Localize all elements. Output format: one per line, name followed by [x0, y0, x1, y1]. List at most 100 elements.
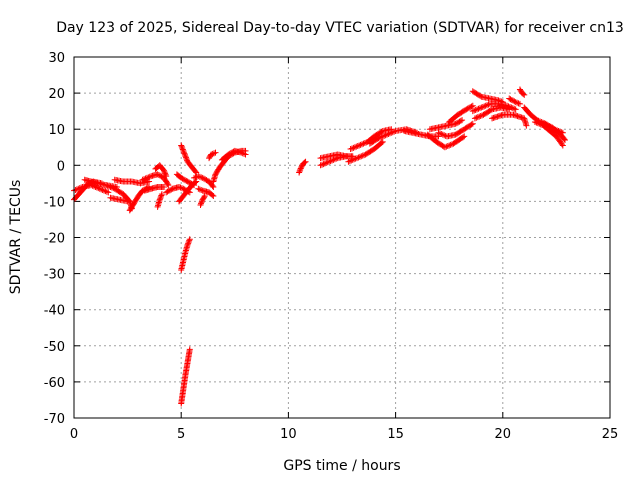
data-point: [226, 150, 233, 157]
data-point: [375, 135, 382, 142]
data-point: [162, 170, 169, 177]
data-point: [99, 186, 106, 193]
data-point: [544, 122, 551, 129]
data-point: [473, 114, 480, 121]
data-point: [73, 186, 80, 193]
data-point: [107, 183, 114, 190]
data-point: [361, 140, 368, 147]
data-point: [506, 103, 513, 110]
data-point: [461, 133, 468, 140]
data-point: [512, 106, 519, 113]
data-point: [209, 182, 216, 189]
data-point: [474, 106, 481, 113]
data-point: [446, 142, 453, 149]
data-point: [178, 174, 185, 181]
data-point: [158, 192, 165, 199]
plot-frame: [73, 56, 611, 419]
data-point: [351, 156, 358, 163]
data-point: [355, 154, 362, 161]
y-tick-label: -50: [44, 340, 65, 355]
data-point: [378, 134, 385, 141]
data-point: [453, 120, 460, 127]
data-point: [110, 185, 117, 192]
data-point: [301, 159, 308, 166]
y-tick-label: 20: [48, 87, 65, 102]
data-point: [378, 128, 385, 135]
data-point: [182, 177, 189, 184]
data-point: [349, 145, 356, 152]
data-point: [192, 179, 199, 186]
data-point: [183, 177, 190, 184]
data-point: [540, 120, 547, 127]
data-point: [438, 131, 445, 138]
data-point: [509, 105, 516, 112]
data-point: [199, 197, 206, 204]
data-point: [468, 103, 475, 110]
data-point: [507, 96, 514, 103]
data-point: [165, 187, 172, 194]
data-point: [179, 175, 186, 182]
data-point: [193, 169, 200, 176]
data-point: [382, 132, 389, 139]
data-point: [359, 141, 366, 148]
data-point: [346, 158, 353, 165]
data-point: [511, 105, 518, 112]
data-point: [359, 152, 366, 159]
data-point: [561, 137, 568, 144]
data-point: [478, 104, 485, 111]
data-point: [465, 104, 472, 111]
data-point: [462, 107, 469, 114]
data-point: [155, 172, 162, 179]
data-point: [124, 198, 131, 205]
data-point: [504, 102, 511, 109]
data-point: [384, 131, 391, 138]
data-point: [158, 191, 165, 198]
data-point: [180, 149, 187, 156]
data-point: [444, 143, 451, 150]
data-point: [210, 192, 217, 199]
data-point: [192, 174, 199, 181]
data-point: [512, 99, 519, 106]
data-point: [441, 144, 448, 151]
data-point: [352, 155, 359, 162]
data-point: [474, 114, 481, 121]
data-point: [142, 175, 149, 182]
data-point: [464, 105, 471, 112]
data-point: [212, 149, 219, 156]
data-point: [436, 130, 443, 137]
data-point: [195, 185, 202, 192]
data-point: [179, 145, 186, 152]
data-point: [104, 182, 111, 189]
data-point: [146, 173, 153, 180]
data-point: [182, 153, 189, 160]
data-point: [201, 194, 208, 201]
data-point: [141, 176, 148, 183]
data-point: [181, 150, 188, 157]
data-point: [164, 180, 171, 187]
data-point: [388, 129, 395, 136]
data-point: [468, 121, 475, 128]
data-point: [533, 119, 540, 126]
data-point: [479, 103, 486, 110]
data-point: [196, 173, 203, 180]
data-point: [98, 186, 105, 193]
data-point: [241, 150, 248, 157]
data-point: [324, 159, 331, 166]
x-axis-title: GPS time / hours: [283, 458, 400, 474]
data-point: [199, 174, 206, 181]
data-point: [353, 143, 360, 150]
data-point: [162, 171, 169, 178]
data-point: [96, 185, 103, 192]
data-point: [386, 130, 393, 137]
data-point: [227, 150, 234, 157]
data-point: [356, 142, 363, 149]
data-point: [374, 135, 381, 142]
data-point: [198, 200, 205, 207]
data-point: [541, 121, 548, 128]
data-point: [531, 118, 538, 125]
data-point: [358, 153, 365, 160]
x-tick-label: 15: [387, 427, 404, 442]
data-point: [242, 151, 249, 158]
data-point: [351, 144, 358, 151]
data-point: [102, 188, 109, 195]
